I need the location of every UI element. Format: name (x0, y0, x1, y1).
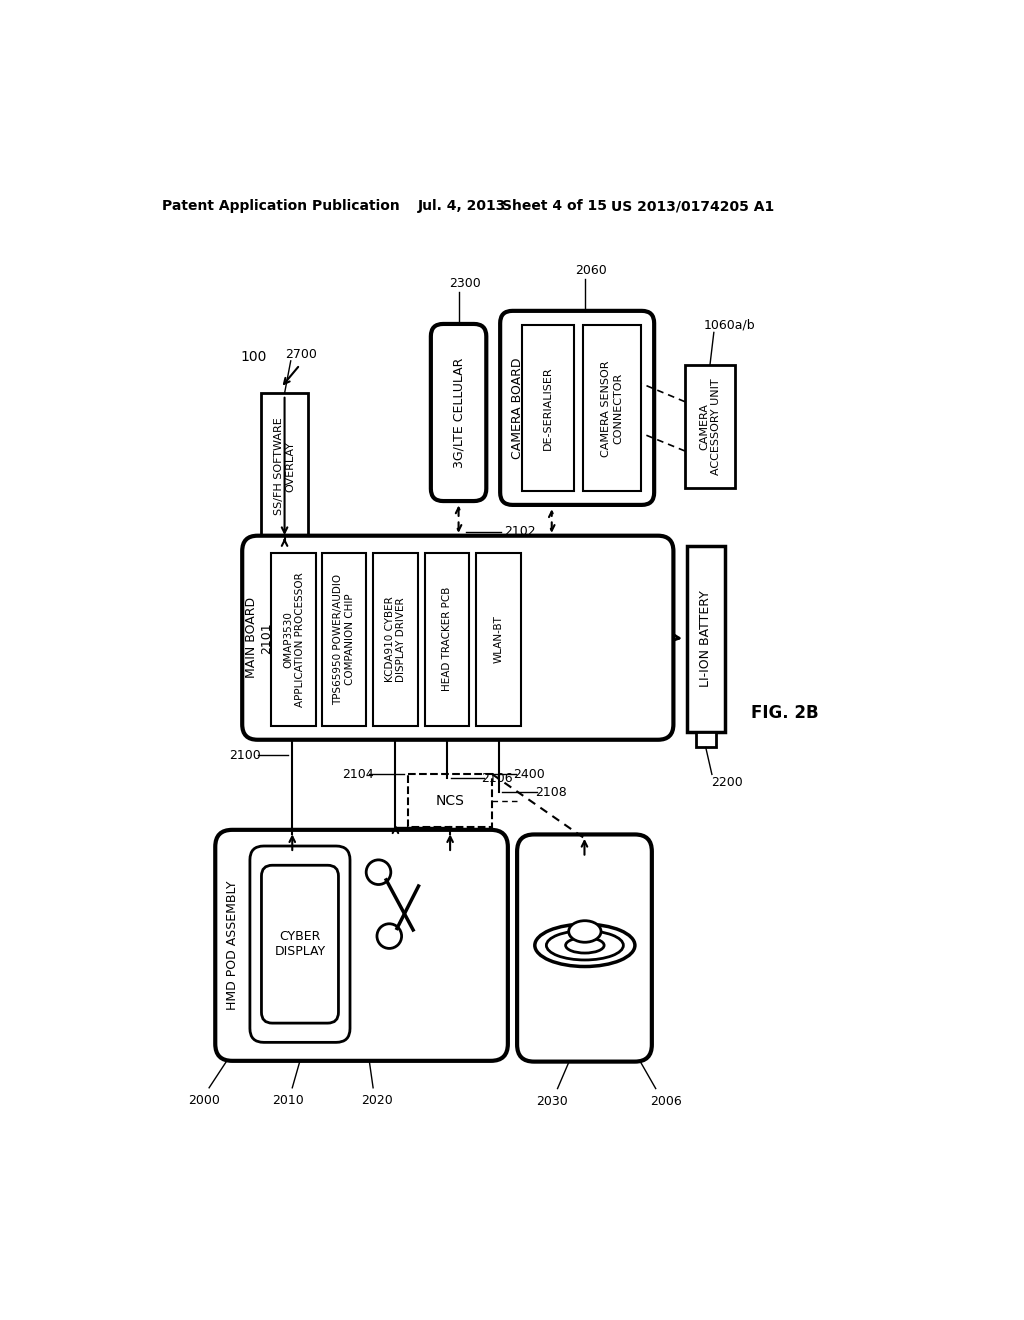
Text: 100: 100 (241, 350, 267, 364)
Text: SS/FH SOFTWARE
OVERLAY: SS/FH SOFTWARE OVERLAY (273, 417, 295, 515)
Text: 2060: 2060 (575, 264, 607, 277)
Bar (521, 326, 574, 491)
Text: 3G/LTE CELLULAR: 3G/LTE CELLULAR (452, 358, 465, 467)
Bar (408, 775, 493, 826)
Text: HEAD TRACKER PCB: HEAD TRACKER PCB (442, 587, 452, 692)
Text: 2104: 2104 (342, 768, 374, 781)
Text: 2102: 2102 (505, 525, 536, 539)
Text: 2400: 2400 (514, 768, 546, 781)
Bar (271, 553, 316, 726)
FancyBboxPatch shape (250, 846, 350, 1043)
Text: 2020: 2020 (361, 1094, 393, 1107)
Text: OMAP3530
APPLICATION PROCESSOR: OMAP3530 APPLICATION PROCESSOR (283, 572, 304, 706)
Text: 2030: 2030 (537, 1096, 568, 1109)
Text: TPS65950 POWER/AUDIO
COMPANION CHIP: TPS65950 POWER/AUDIO COMPANION CHIP (333, 574, 354, 705)
Text: 2010: 2010 (272, 1094, 304, 1107)
Bar (686, 545, 725, 733)
Text: 2108: 2108 (536, 785, 567, 799)
Text: LI-ION BATTERY: LI-ION BATTERY (699, 590, 713, 688)
Ellipse shape (535, 924, 635, 966)
Text: CAMERA SENSOR
CONNECTOR: CAMERA SENSOR CONNECTOR (601, 360, 623, 457)
Text: NCS: NCS (435, 793, 465, 808)
Ellipse shape (547, 931, 624, 960)
Text: KCDA910 CYBER
DISPLAY DRIVER: KCDA910 CYBER DISPLAY DRIVER (385, 597, 407, 682)
Text: Patent Application Publication: Patent Application Publication (162, 199, 399, 213)
Text: 2006: 2006 (650, 1096, 682, 1109)
Bar (261, 393, 307, 540)
Bar (373, 553, 418, 726)
Circle shape (377, 924, 401, 949)
Bar (685, 364, 735, 488)
Bar (695, 733, 716, 747)
Text: CAMERA
ACCESSORY UNIT: CAMERA ACCESSORY UNIT (699, 378, 721, 475)
Text: Sheet 4 of 15: Sheet 4 of 15 (502, 199, 606, 213)
Text: CYBER
DISPLAY: CYBER DISPLAY (274, 931, 326, 958)
Ellipse shape (565, 937, 604, 953)
Bar (476, 553, 521, 726)
Text: 2300: 2300 (449, 277, 480, 290)
Text: US 2013/0174205 A1: US 2013/0174205 A1 (611, 199, 774, 213)
Text: 2700: 2700 (286, 348, 317, 362)
Text: MAIN BOARD
2101: MAIN BOARD 2101 (245, 597, 273, 678)
Bar (584, 326, 641, 491)
FancyBboxPatch shape (261, 866, 339, 1023)
Text: 2106: 2106 (481, 772, 513, 785)
FancyBboxPatch shape (431, 323, 486, 502)
Ellipse shape (568, 921, 601, 942)
Text: DE-SERIALISER: DE-SERIALISER (543, 367, 553, 450)
Text: HMD POD ASSEMBLY: HMD POD ASSEMBLY (225, 880, 239, 1010)
FancyBboxPatch shape (517, 834, 652, 1061)
Text: 1060a/b: 1060a/b (703, 318, 755, 331)
Text: WLAN-BT: WLAN-BT (494, 615, 504, 663)
Text: Jul. 4, 2013: Jul. 4, 2013 (418, 199, 506, 213)
FancyBboxPatch shape (243, 536, 674, 739)
Text: 2200: 2200 (712, 776, 743, 788)
Text: FIG. 2B: FIG. 2B (752, 704, 819, 722)
FancyBboxPatch shape (500, 312, 654, 506)
Circle shape (367, 859, 391, 884)
Text: 2100: 2100 (228, 748, 260, 762)
Bar (322, 553, 367, 726)
Text: CAMERA BOARD: CAMERA BOARD (511, 358, 523, 458)
Bar (425, 553, 469, 726)
FancyBboxPatch shape (215, 830, 508, 1061)
Text: 2000: 2000 (187, 1094, 219, 1107)
